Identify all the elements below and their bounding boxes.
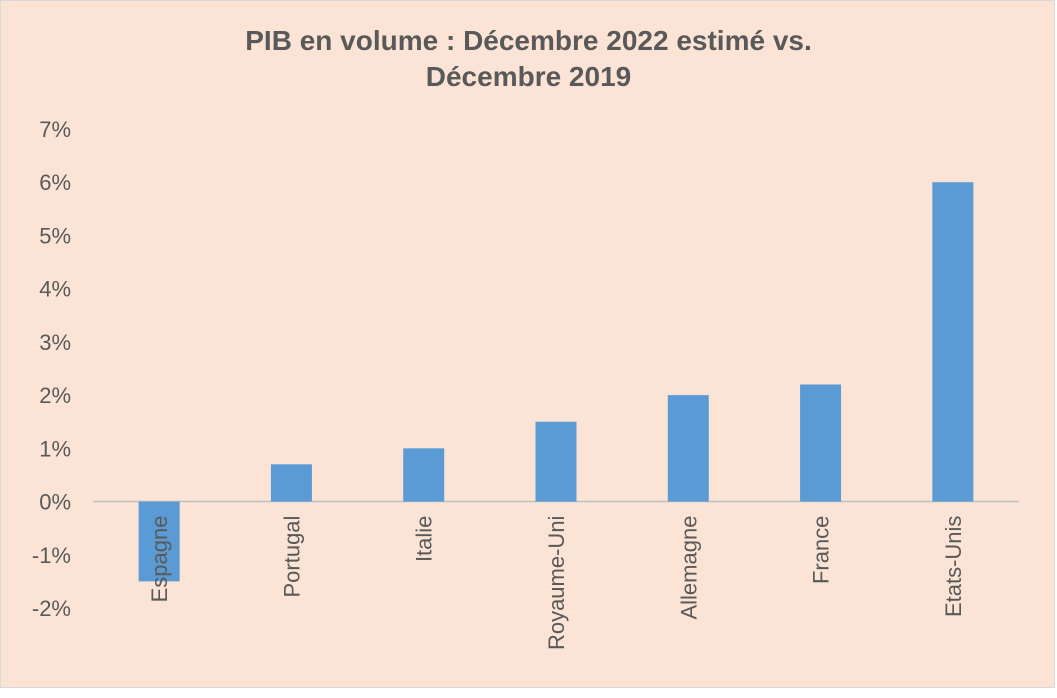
y-tick-label: 6%	[39, 170, 71, 195]
x-category-label: Espagne	[147, 516, 172, 603]
x-category-label: France	[809, 516, 834, 584]
x-category-label: Etats-Unis	[941, 516, 966, 617]
bar-portugal	[270, 464, 312, 502]
chart-title-line-1: PIB en volume : Décembre 2022 estimé vs.	[245, 25, 812, 56]
bar-italie	[403, 448, 445, 502]
bar-france	[800, 384, 842, 502]
y-tick-label: 5%	[39, 223, 71, 248]
y-tick-label: -1%	[32, 543, 71, 568]
bar-espagne	[138, 501, 180, 582]
bar-royaume-uni	[535, 421, 577, 502]
x-category-label: Royaume-Uni	[544, 516, 569, 651]
y-tick-label: 2%	[39, 383, 71, 408]
y-tick-label: 0%	[39, 490, 71, 515]
y-tick-label: 3%	[39, 330, 71, 355]
chart-title-line-2: Décembre 2019	[425, 61, 632, 92]
chart-title: PIB en volume : Décembre 2022 estimé vs.…	[1, 23, 1056, 95]
x-category-label: Italie	[412, 516, 437, 562]
y-tick-label: -2%	[32, 596, 71, 621]
bar-allemagne	[667, 395, 709, 502]
bar-etats-unis	[932, 182, 974, 502]
y-tick-label: 4%	[39, 277, 71, 302]
x-category-label: Allemagne	[676, 516, 701, 620]
y-tick-label: 1%	[39, 436, 71, 461]
x-category-label: Portugal	[279, 516, 304, 598]
y-tick-label: 7%	[39, 117, 71, 142]
